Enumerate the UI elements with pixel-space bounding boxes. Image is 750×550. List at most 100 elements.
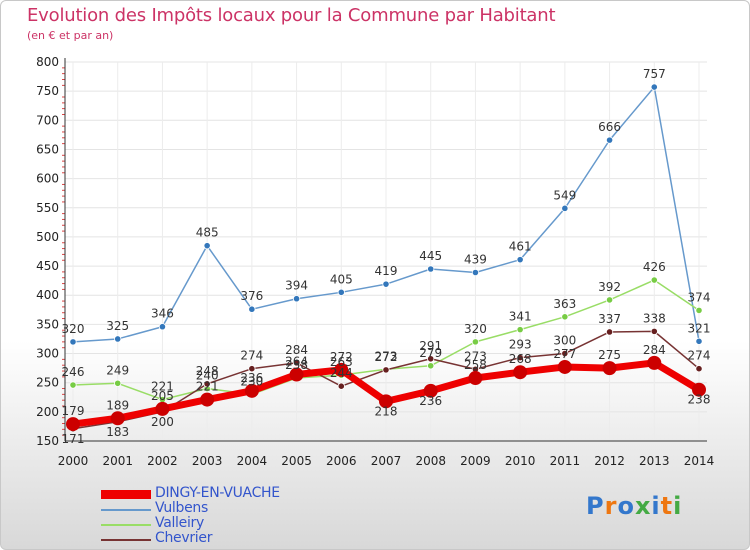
data-point-vulbens (203, 242, 211, 250)
data-label-dingy-en-vuache: 264 (285, 355, 308, 369)
logo-letter: P (586, 492, 605, 520)
data-point-chevrier (605, 328, 614, 336)
x-tick-label: 2011 (550, 454, 581, 468)
data-label-dingy-en-vuache: 268 (509, 352, 532, 366)
data-point-dingy-en-vuache (155, 401, 170, 416)
data-label-chevrier: 293 (509, 338, 532, 352)
y-tick-labels: 150 200 250 300 350 400 450 500 550 600 650 700 750 8… (36, 55, 59, 448)
y-tick-label: 250 (36, 376, 59, 390)
data-point-vulbens (69, 338, 77, 346)
data-point-vulbens (471, 268, 480, 277)
data-label-vulbens: 376 (240, 289, 263, 303)
data-label-vulbens: 394 (285, 279, 308, 293)
data-label-vulbens: 405 (330, 272, 353, 286)
y-tick-label: 350 (36, 317, 59, 331)
data-point-valleiry (650, 276, 658, 284)
y-tick-label: 300 (36, 347, 59, 361)
x-tick-label: 2014 (684, 454, 715, 468)
y-tick-label: 600 (36, 172, 59, 186)
x-tick-label: 2003 (192, 454, 223, 468)
data-point-valleiry (695, 306, 703, 314)
data-label-valleiry: 246 (62, 365, 85, 379)
data-label-valleiry: 392 (598, 280, 621, 294)
data-label-dingy-en-vuache: 272 (330, 350, 353, 364)
data-label-vulbens: 666 (598, 120, 621, 134)
data-label-chevrier: 291 (419, 339, 442, 353)
data-label-valleiry: 221 (151, 380, 174, 394)
data-label-valleiry: 258 (285, 358, 308, 372)
data-point-dingy-en-vuache (379, 394, 393, 409)
data-label-valleiry: 273 (375, 349, 398, 363)
data-label-chevrier: 300 (553, 334, 576, 348)
logo-letter: o (617, 492, 635, 520)
data-label-valleiry: 363 (553, 297, 576, 311)
data-label-dingy-en-vuache: 258 (464, 358, 487, 372)
x-tick-label: 2008 (415, 454, 446, 468)
data-label-chevrier: 244 (330, 366, 353, 380)
axes (62, 58, 707, 442)
data-label-vulbens: 445 (419, 249, 442, 263)
data-point-chevrier (561, 349, 569, 358)
data-label-chevrier: 274 (688, 349, 711, 363)
data-point-dingy-en-vuache (468, 371, 483, 386)
logo-letter: i (673, 492, 683, 520)
x-tick-label: 2006 (326, 454, 357, 468)
data-point-vulbens (158, 323, 167, 331)
data-label-valleiry: 249 (106, 363, 129, 377)
grid-lines (65, 61, 707, 442)
data-label-valleiry: 374 (688, 290, 711, 304)
data-label-dingy-en-vuache: 205 (151, 389, 174, 403)
y-tick-label: 700 (36, 113, 59, 127)
data-point-valleiry (605, 296, 614, 304)
data-label-chevrier: 200 (151, 415, 174, 429)
data-label-dingy-en-vuache: 284 (643, 343, 666, 357)
data-point-chevrier (695, 365, 703, 373)
x-tick-label: 2013 (639, 454, 670, 468)
data-label-dingy-en-vuache: 277 (553, 347, 576, 361)
data-point-chevrier (203, 380, 211, 388)
data-label-vulbens: 346 (151, 307, 174, 321)
legend-label-valleiry: Valleiry (155, 515, 204, 531)
data-point-chevrier (337, 382, 345, 390)
y-tick-label: 500 (36, 230, 59, 244)
data-label-dingy-en-vuache: 236 (419, 394, 442, 408)
data-label-dingy-en-vuache: 221 (196, 380, 219, 394)
x-tick-label: 2010 (505, 454, 536, 468)
proxiti-logo: Proxiti (586, 492, 682, 520)
data-label-valleiry: 341 (509, 310, 532, 324)
x-tick-label: 2005 (281, 454, 312, 468)
data-label-vulbens: 439 (464, 252, 487, 266)
data-point-dingy-en-vuache (423, 383, 438, 398)
data-point-dingy-en-vuache (602, 361, 617, 376)
data-label-valleiry: 426 (643, 260, 666, 274)
chart-title: Evolution des Impôts locaux pour la Comm… (27, 5, 556, 26)
data-label-dingy-en-vuache: 179 (62, 404, 85, 418)
data-label-vulbens: 320 (62, 322, 85, 336)
series-lines (66, 83, 706, 433)
data-label-chevrier: 284 (285, 343, 308, 357)
data-label-dingy-en-vuache: 275 (598, 348, 621, 362)
data-point-dingy-en-vuache (289, 367, 304, 382)
data-point-chevrier (650, 327, 658, 335)
data-point-valleiry (114, 379, 122, 387)
data-label-chevrier: 272 (375, 350, 398, 364)
data-point-dingy-en-vuache (110, 411, 125, 426)
data-point-dingy-en-vuache (200, 392, 215, 407)
data-point-chevrier (248, 365, 256, 373)
data-label-vulbens: 419 (375, 264, 398, 278)
data-label-vulbens: 325 (106, 319, 129, 333)
x-tick-label: 2007 (371, 454, 402, 468)
data-point-vulbens (695, 337, 703, 345)
y-tick-label: 200 (36, 405, 59, 419)
y-tick-label: 450 (36, 259, 59, 273)
data-label-dingy-en-vuache: 238 (688, 393, 711, 407)
data-point-dingy-en-vuache (66, 417, 80, 432)
data-label-chevrier: 273 (464, 349, 487, 363)
data-label-valleiry: 320 (464, 322, 487, 336)
data-point-vulbens (605, 136, 614, 144)
data-point-dingy-en-vuache (513, 365, 528, 380)
logo-letter: t (660, 492, 674, 520)
data-label-chevrier: 183 (106, 425, 129, 439)
legend-swatch-vulbens (101, 509, 151, 511)
